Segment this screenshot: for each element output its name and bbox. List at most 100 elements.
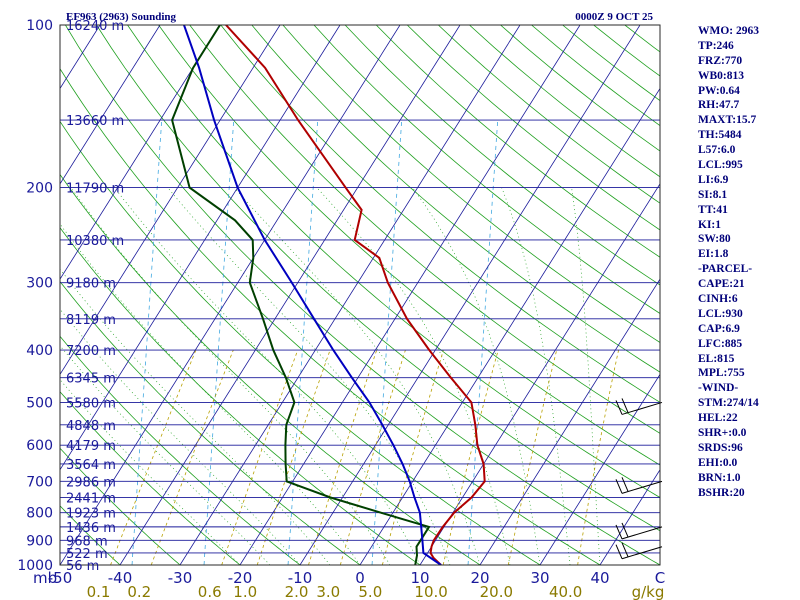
moist-adiabat [60, 223, 361, 565]
isotherm [479, 278, 660, 565]
wind-barb [615, 477, 663, 494]
index-entry: -WIND- [698, 382, 739, 395]
height-label: 2986 m [66, 475, 116, 490]
index-entry: -PARCEL- [698, 263, 753, 276]
index-entry: SW:80 [698, 233, 731, 246]
index-entry: SRDS:96 [698, 441, 743, 454]
temperature-tick-label: 40 [590, 569, 609, 587]
dewpoint-trace [171, 25, 431, 565]
isotherm [239, 25, 581, 565]
index-entry: CINH:6 [698, 293, 738, 306]
temperature-tick-label: 30 [530, 569, 549, 587]
mixing-ratio-tick-label: 10.0 [414, 583, 447, 600]
pressure-tick-label: 1000 [17, 558, 53, 574]
index-entry: MAXT:15.7 [698, 114, 757, 127]
temperature-trace [225, 25, 486, 565]
pressure-unit-label: mb [33, 569, 57, 587]
index-entry: EI:1.8 [698, 248, 729, 261]
index-entry: MPL:755 [698, 367, 745, 380]
isotherm [60, 25, 281, 376]
index-entry: SI:8.1 [698, 188, 728, 201]
index-entry: WMO: 2963 [698, 25, 760, 37]
height-label: 1436 m [66, 521, 116, 536]
height-label: 9180 m [66, 277, 116, 292]
height-label: 3564 m [66, 458, 116, 473]
index-entry: BSHR:20 [698, 486, 745, 499]
index-entry: BRN:1.0 [698, 471, 741, 484]
index-entry: SHR+:0.0 [698, 427, 747, 440]
index-entry: CAPE:21 [698, 278, 745, 291]
pressure-tick-label: 900 [26, 533, 53, 549]
moist-adiabat [70, 187, 391, 565]
temperature-tick-label: -40 [108, 569, 133, 587]
isotherm [60, 25, 341, 471]
index-entry: HEL:22 [698, 412, 738, 425]
pressure-tick-label: 800 [26, 506, 53, 522]
pressure-tick-label: 700 [26, 474, 53, 490]
height-label: 6345 m [66, 372, 116, 387]
index-entry: CAP:6.9 [698, 322, 740, 335]
mixing-ratio-tick-label: 0.1 [87, 583, 111, 600]
height-label: 16240 m [66, 19, 124, 34]
height-label: 13660 m [66, 114, 124, 129]
wind-barb [615, 398, 663, 415]
pressure-tick-label: 500 [26, 395, 53, 411]
index-entry: KI:1 [698, 218, 721, 231]
height-label: 56 m [66, 559, 99, 574]
temperature-tick-label: 20 [470, 569, 489, 587]
isotherm [299, 25, 641, 565]
index-entry: LCL:995 [698, 159, 743, 172]
pressure-tick-label: 300 [26, 276, 53, 292]
index-entry: L57:6.0 [698, 144, 736, 157]
station-title: EF963 (2963) Sounding [66, 11, 177, 23]
index-entry: LFC:885 [698, 337, 743, 350]
height-label: 8119 m [66, 313, 116, 328]
height-label: 968 m [66, 534, 108, 549]
mixing-ratio-tick-label: 20.0 [480, 583, 513, 600]
temperature-tick-label: C [655, 569, 665, 587]
height-label: 10380 m [66, 234, 124, 249]
wind-barbs [615, 398, 663, 560]
pressure-tick-label: 200 [26, 181, 53, 197]
isotherm [539, 373, 660, 565]
isotherm [359, 87, 660, 565]
isotherm [179, 25, 521, 565]
mixing-ratio-tick-label: 5.0 [358, 583, 382, 600]
height-label: 7200 m [66, 344, 116, 359]
mixing-ratio-tick-label: 0.6 [198, 583, 222, 600]
index-entry: TH:5484 [698, 129, 742, 142]
indices-panel: WMO: 2963 TP:246 FRZ:770 WB0:813 PW:0.64 RH:4… [698, 24, 798, 501]
temperature-tick-label: -30 [168, 569, 193, 587]
height-label: 5580 m [66, 396, 116, 411]
temperature-tick-label: 0 [355, 569, 365, 587]
index-entry: RH:47.7 [698, 99, 740, 112]
plot-frame [59, 24, 661, 566]
index-entry: TP:246 [698, 39, 734, 52]
height-label: 522 m [66, 547, 108, 562]
moist-adiabat [316, 187, 511, 565]
temperature-tick-label: 10 [410, 569, 429, 587]
height-label: 11790 m [66, 182, 124, 197]
mixing-ratio-tick-label: 2.0 [285, 583, 309, 600]
wind-barb [615, 542, 663, 560]
index-entry: LCL:930 [698, 307, 743, 320]
height-label: 1923 m [66, 507, 116, 522]
mixing-ratio-tick-label: 0.2 [127, 583, 151, 600]
pressure-tick-label: 400 [26, 343, 53, 359]
index-entry: PW:0.64 [698, 84, 740, 97]
index-entry: EHI:0.0 [698, 456, 738, 469]
temperature-tick-label: -20 [228, 569, 253, 587]
index-entry: LI:6.9 [698, 173, 729, 186]
aux-dashed-line [371, 120, 403, 565]
isotherm [119, 25, 461, 565]
mixing-ratio-tick-label: 1.0 [233, 583, 257, 600]
wind-barb [615, 522, 663, 540]
mixing-ratio-tick-label: 40.0 [549, 583, 582, 600]
index-entry: STM:274/14 [698, 397, 759, 410]
height-label: 4179 m [66, 439, 116, 454]
isotherm [419, 183, 660, 565]
isotherm [60, 25, 221, 280]
height-label: 2441 m [66, 492, 116, 507]
